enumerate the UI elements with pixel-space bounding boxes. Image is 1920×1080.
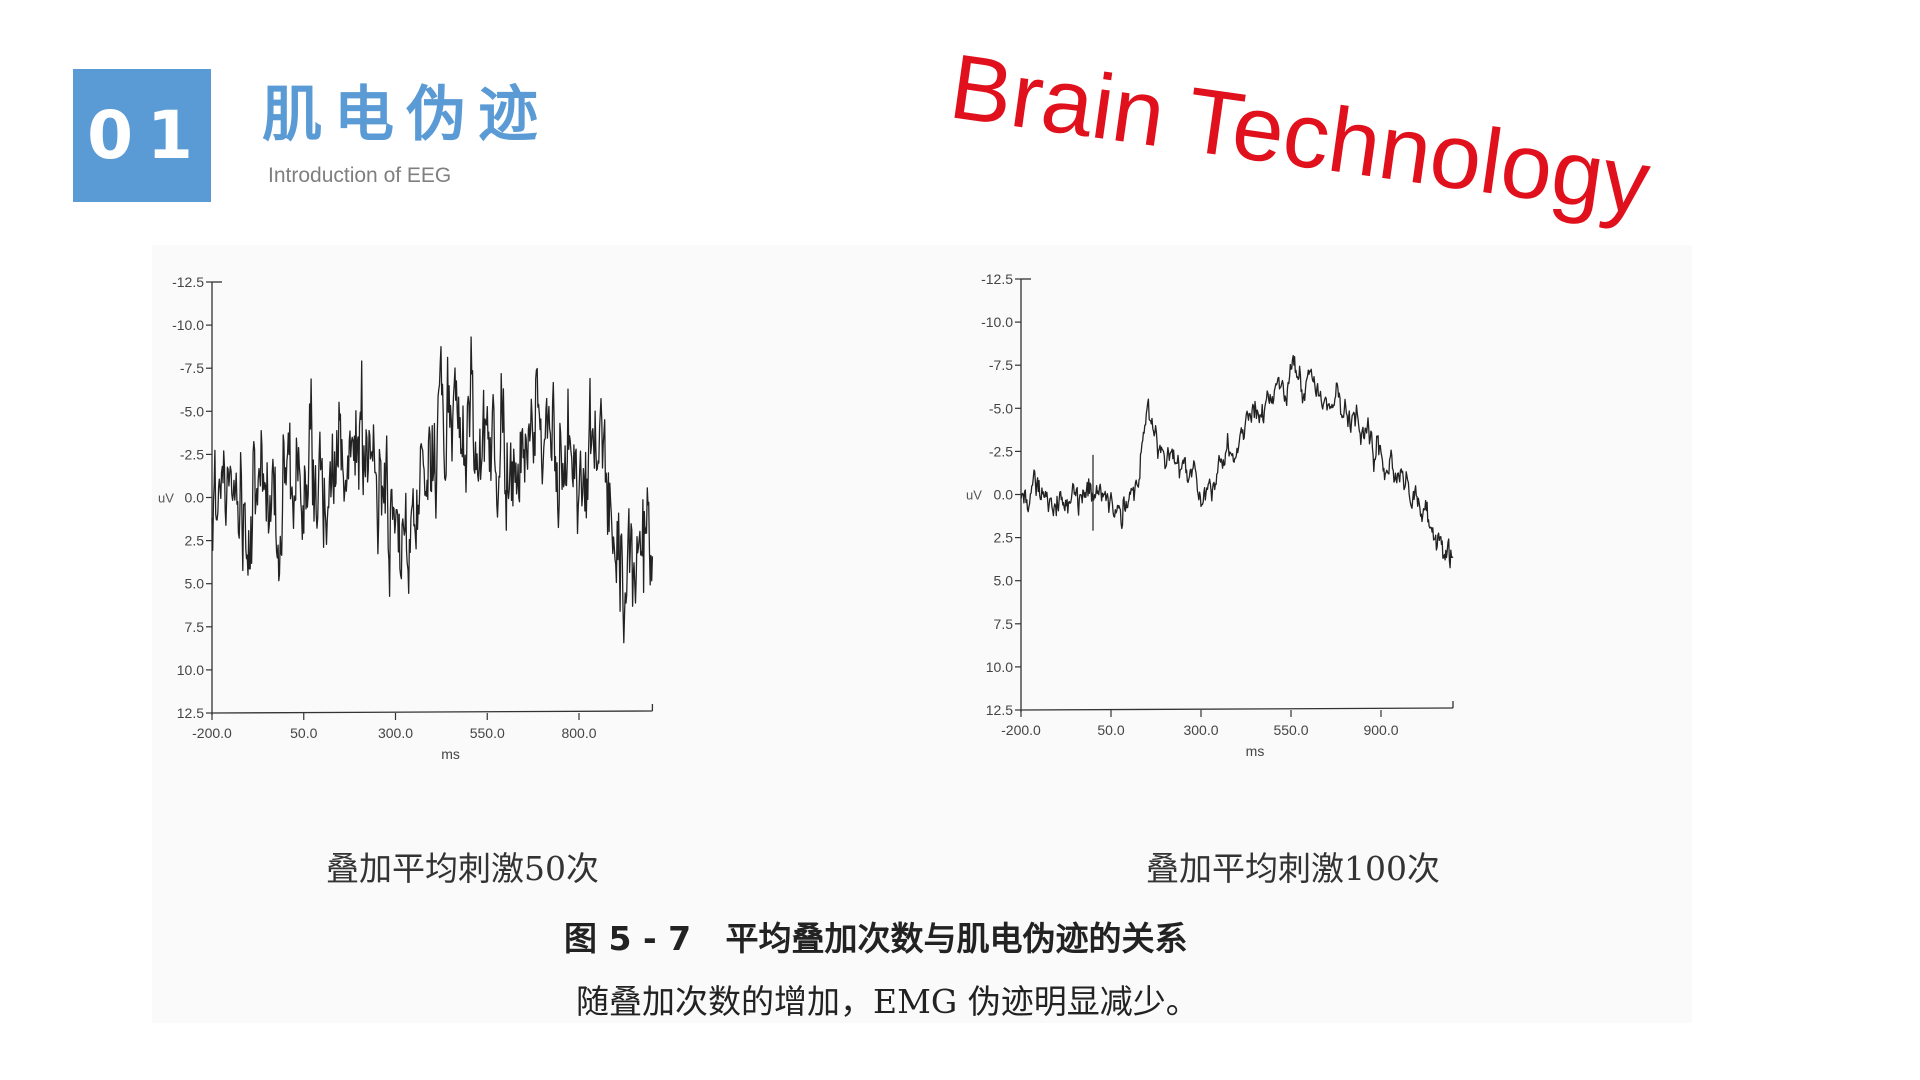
x-tick-label: 550.0 bbox=[1273, 722, 1308, 738]
page-subtitle: Introduction of EEG bbox=[268, 164, 452, 187]
y-tick-label: 7.5 bbox=[994, 616, 1014, 632]
x-tick-label: 300.0 bbox=[378, 725, 413, 741]
y-tick-label: -7.5 bbox=[180, 360, 204, 376]
y-tick-label: -12.5 bbox=[981, 271, 1013, 287]
y-tick-label: -2.5 bbox=[180, 446, 204, 462]
y-tick-label: -5.0 bbox=[989, 400, 1013, 416]
y-tick-label: -12.5 bbox=[172, 274, 204, 290]
y-tick-label: -10.0 bbox=[981, 314, 1013, 330]
x-tick-label: -200.0 bbox=[1001, 722, 1041, 738]
y-tick-label: 10.0 bbox=[177, 662, 204, 678]
y-axis-label: uV bbox=[966, 488, 982, 503]
x-axis bbox=[1020, 707, 1454, 711]
y-tick-label: 10.0 bbox=[986, 659, 1013, 675]
x-tick-label: 50.0 bbox=[290, 725, 317, 741]
caption-left: 叠加平均刺激50次 bbox=[326, 849, 599, 888]
y-tick-label: 0.0 bbox=[185, 490, 205, 506]
x-axis bbox=[211, 710, 653, 714]
y-axis-label: uV bbox=[158, 491, 174, 506]
x-axis-label: ms bbox=[1246, 743, 1265, 759]
x-tick-label: 550.0 bbox=[470, 725, 505, 741]
series-line bbox=[1020, 354, 1454, 569]
x-tick-label: 800.0 bbox=[561, 725, 596, 741]
section-number: 01 bbox=[87, 97, 207, 174]
x-axis-label: ms bbox=[441, 746, 460, 762]
y-tick-label: -7.5 bbox=[989, 357, 1013, 373]
y-tick-label: 2.5 bbox=[185, 533, 205, 549]
figure-panel bbox=[152, 245, 1692, 1023]
x-tick-label: -200.0 bbox=[192, 725, 232, 741]
y-tick-label: 2.5 bbox=[994, 530, 1014, 546]
x-tick-label: 900.0 bbox=[1363, 722, 1398, 738]
y-tick-label: -2.5 bbox=[989, 443, 1013, 459]
figure-title: 图 5 - 7 平均叠加次数与肌电伪迹的关系 bbox=[564, 919, 1188, 958]
y-tick-label: 7.5 bbox=[185, 619, 205, 635]
figure-subtitle: 随叠加次数的增加，EMG 伪迹明显减少。 bbox=[576, 982, 1199, 1021]
caption-right: 叠加平均刺激100次 bbox=[1146, 849, 1440, 888]
y-tick-label: 5.0 bbox=[994, 573, 1014, 589]
y-tick-label: 12.5 bbox=[177, 705, 204, 721]
y-tick-label: -5.0 bbox=[180, 403, 204, 419]
x-tick-label: 50.0 bbox=[1097, 722, 1124, 738]
y-tick-label: 5.0 bbox=[185, 576, 205, 592]
section-number-badge: 01 bbox=[73, 69, 211, 202]
y-tick-label: 0.0 bbox=[994, 487, 1014, 503]
page-title: 肌电伪迹 bbox=[262, 80, 550, 150]
y-tick-label: 12.5 bbox=[986, 702, 1013, 718]
series-line bbox=[211, 336, 654, 644]
x-tick-label: 300.0 bbox=[1183, 722, 1218, 738]
y-tick-label: -10.0 bbox=[172, 317, 204, 333]
